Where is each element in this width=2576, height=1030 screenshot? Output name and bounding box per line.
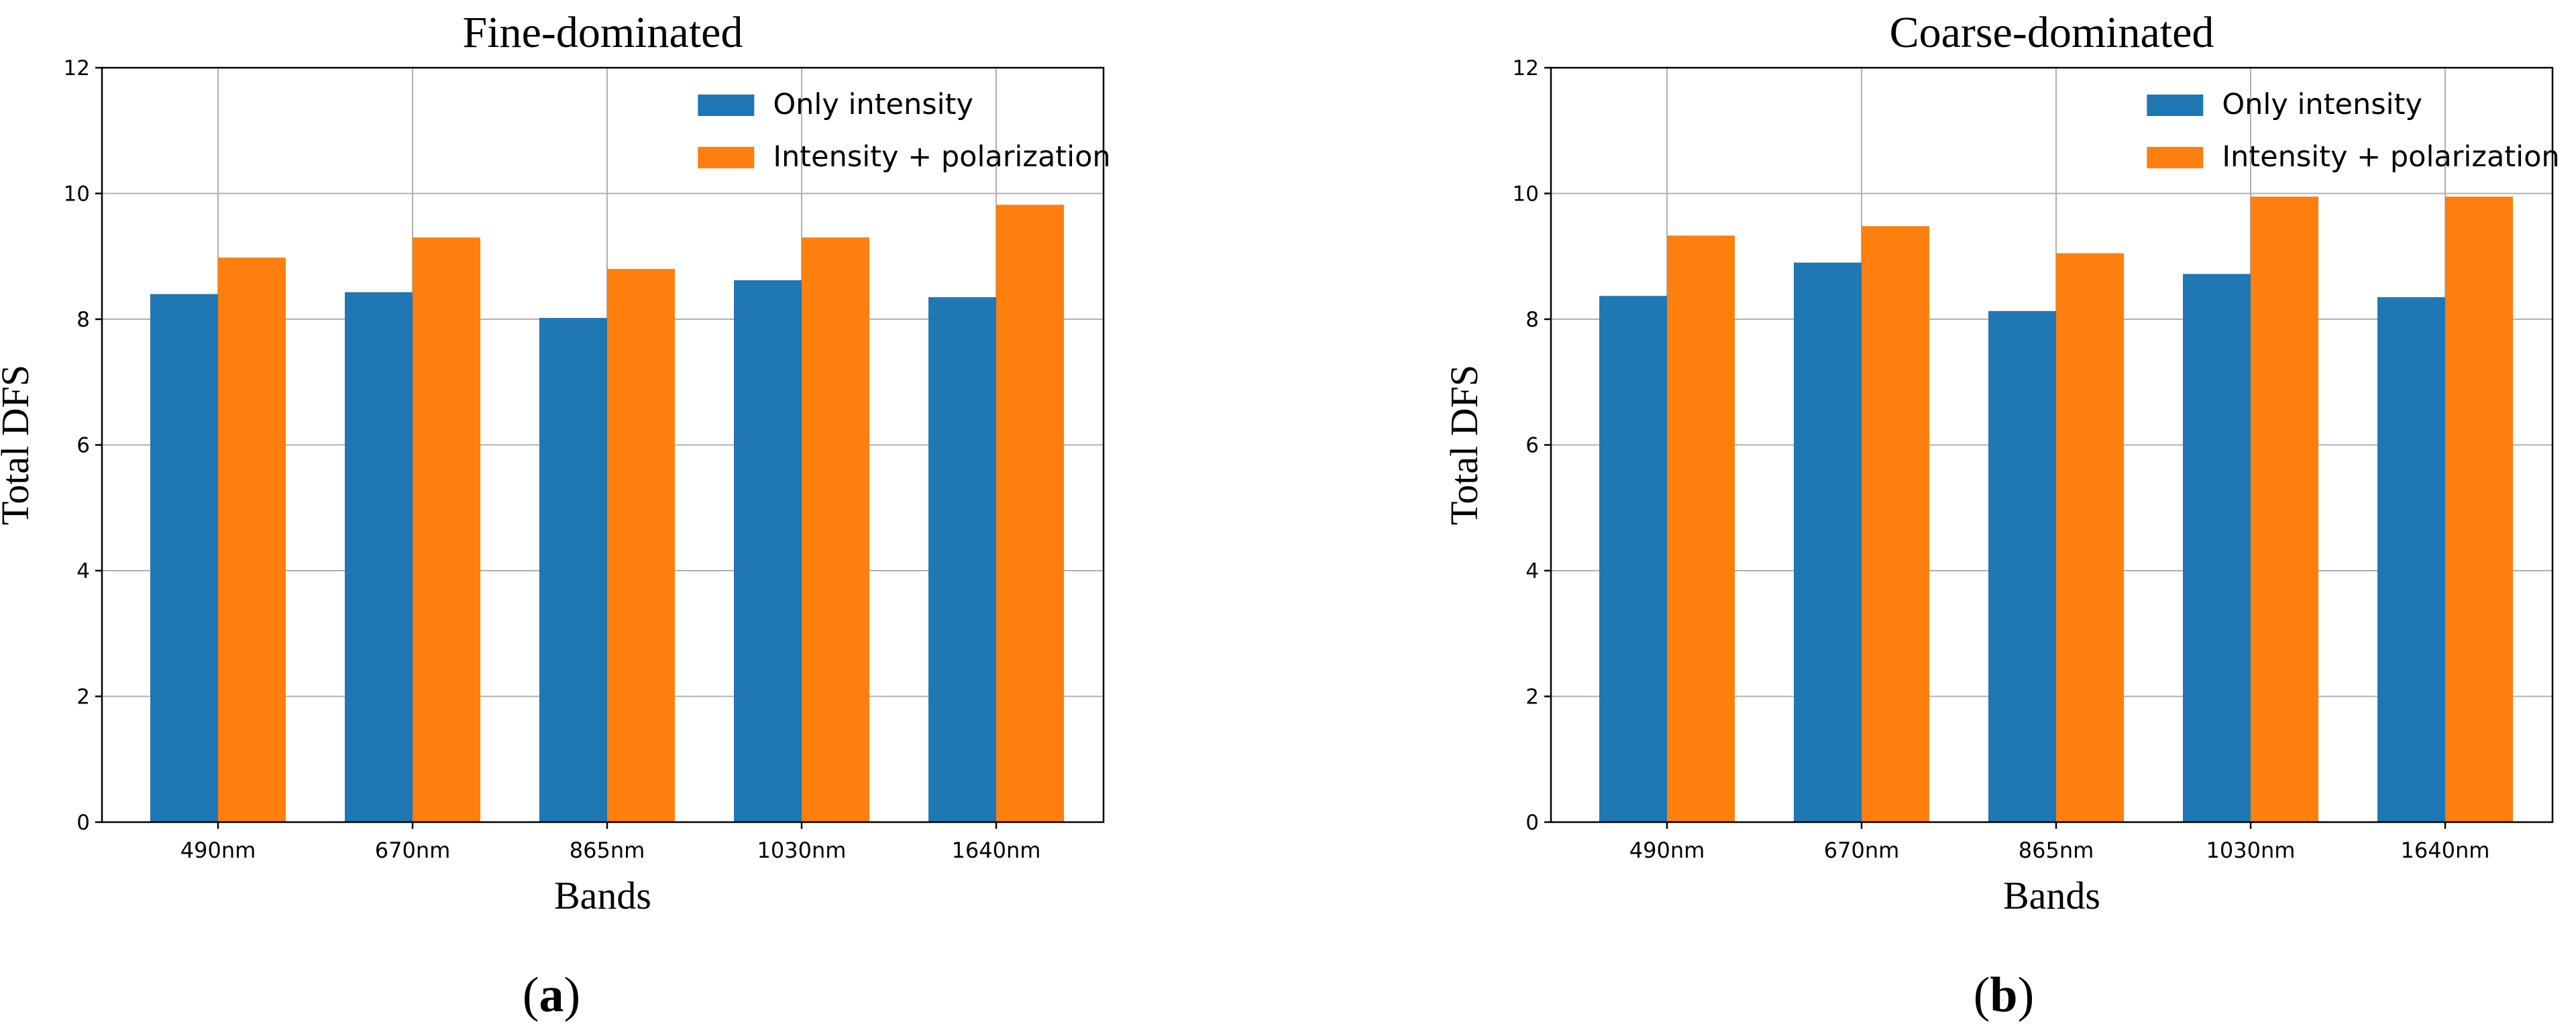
x-axis-label: Bands (554, 874, 651, 917)
bar-intensity-polarization-490nm (1667, 235, 1735, 822)
y-tick-label: 4 (76, 559, 90, 583)
y-tick-label: 10 (1513, 182, 1539, 207)
y-tick-label: 8 (1525, 308, 1539, 332)
legend-label-intensity-polarization: Intensity + polarization (2222, 140, 2559, 174)
y-axis-label: Total DFS (0, 365, 37, 525)
y-tick-label: 12 (1513, 56, 1539, 80)
bar-only-intensity-1640nm (2377, 297, 2445, 822)
y-tick-label: 0 (1525, 811, 1539, 835)
bar-intensity-polarization-490nm (218, 258, 286, 822)
legend-label-only-intensity: Only intensity (2222, 88, 2422, 121)
bar-only-intensity-1030nm (734, 280, 802, 822)
legend-swatch-intensity-polarization (2147, 147, 2204, 168)
chart-panel-0: 0 2 4 6 8 10 12 490nm 670nm 865nm 1030nm 1640nm Fine… (0, 8, 1111, 1023)
bar-intensity-polarization-1640nm (996, 205, 1064, 822)
x-axis-label: Bands (2003, 874, 2100, 917)
chart-panel-1: 0 2 4 6 8 10 12 490nm 670nm 865nm 1030nm 1640nm Coar… (1442, 8, 2560, 1023)
y-tick-label: 6 (76, 434, 90, 458)
bar-only-intensity-865nm (1988, 310, 2056, 822)
bar-intensity-polarization-865nm (2056, 253, 2124, 822)
legend-swatch-only-intensity (698, 95, 755, 116)
x-tick-label: 670nm (375, 838, 451, 863)
legend-label-intensity-polarization: Intensity + polarization (773, 140, 1110, 174)
bar-intensity-polarization-1640nm (2445, 196, 2513, 822)
y-tick-label: 2 (76, 685, 90, 709)
y-tick-label: 0 (76, 811, 90, 835)
legend-swatch-only-intensity (2147, 95, 2204, 116)
y-tick-label: 6 (1525, 434, 1539, 458)
bar-intensity-polarization-670nm (1862, 226, 1929, 822)
x-tick-label: 1640nm (952, 838, 1041, 863)
x-tick-label: 1030nm (757, 838, 847, 863)
y-tick-label: 10 (64, 182, 90, 207)
x-tick-label: 490nm (1629, 838, 1705, 863)
bar-only-intensity-490nm (1599, 296, 1667, 822)
x-tick-label: 670nm (1824, 838, 1900, 863)
panel-caption: (a) (523, 968, 580, 1023)
bar-intensity-polarization-1030nm (802, 237, 869, 822)
panel-caption: (b) (1974, 968, 2034, 1023)
bar-only-intensity-865nm (539, 318, 607, 822)
y-tick-label: 4 (1525, 559, 1539, 583)
x-tick-label: 1030nm (2206, 838, 2296, 863)
x-tick-label: 1640nm (2401, 838, 2490, 863)
bar-only-intensity-1640nm (928, 297, 996, 822)
chart-title: Fine-dominated (463, 8, 743, 57)
legend-label-only-intensity: Only intensity (773, 88, 973, 121)
x-tick-label: 865nm (2019, 838, 2094, 863)
legend-swatch-intensity-polarization (698, 147, 755, 168)
y-tick-label: 8 (76, 308, 90, 332)
y-axis-label: Total DFS (1442, 365, 1486, 525)
bar-only-intensity-670nm (345, 292, 413, 822)
y-tick-label: 12 (64, 56, 90, 80)
x-tick-label: 490nm (180, 838, 256, 863)
bar-intensity-polarization-1030nm (2251, 196, 2318, 822)
bar-intensity-polarization-670nm (413, 237, 480, 822)
chart-title: Coarse-dominated (1890, 8, 2214, 57)
x-tick-label: 865nm (570, 838, 645, 863)
bar-only-intensity-1030nm (2183, 274, 2251, 822)
bar-intensity-polarization-865nm (607, 269, 675, 822)
bar-only-intensity-670nm (1794, 262, 1862, 822)
y-tick-label: 2 (1525, 685, 1539, 709)
bar-only-intensity-490nm (150, 294, 218, 822)
